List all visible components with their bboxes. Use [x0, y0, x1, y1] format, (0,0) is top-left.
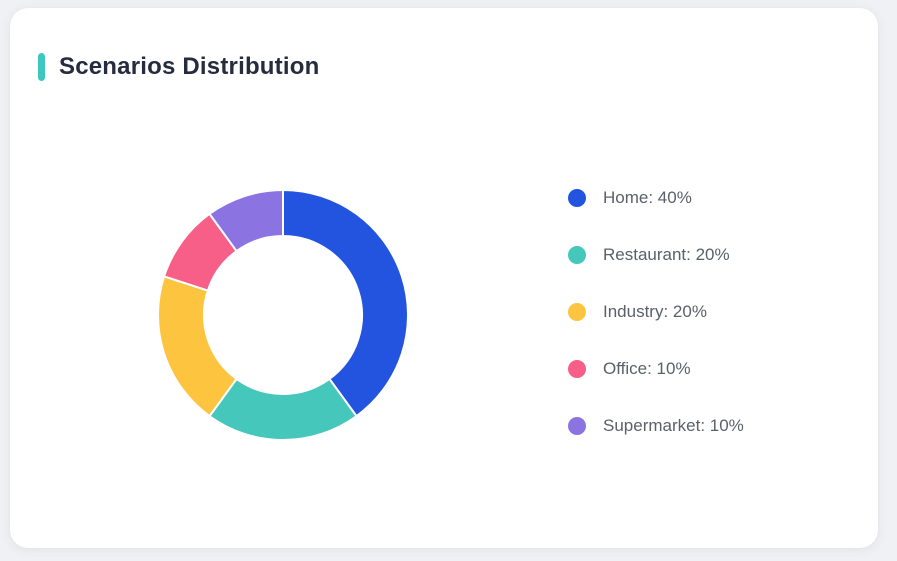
legend-dot-icon	[568, 189, 586, 207]
legend-label: Office: 10%	[603, 359, 691, 378]
card-header: Scenarios Distribution	[38, 53, 319, 81]
chart-legend: Home: 40% Restaurant: 20% Industry: 20% Off…	[568, 186, 744, 471]
title-accent-bar	[38, 53, 45, 81]
legend-label: Restaurant: 20%	[603, 245, 730, 264]
scenarios-distribution-card: Scenarios Distribution Home: 40% Restaura…	[10, 8, 878, 548]
pie-slice-home[interactable]	[282, 189, 409, 418]
legend-item-supermarket[interactable]: Supermarket: 10%	[568, 414, 744, 438]
legend-item-home[interactable]: Home: 40%	[568, 186, 744, 210]
legend-dot-icon	[568, 246, 586, 264]
card-title: Scenarios Distribution	[59, 53, 320, 80]
donut-chart	[157, 189, 409, 441]
legend-label: Home: 40%	[603, 188, 692, 207]
legend-item-restaurant[interactable]: Restaurant: 20%	[568, 243, 744, 267]
legend-dot-icon	[568, 360, 586, 378]
pie-slice-supermarket[interactable]	[208, 189, 284, 253]
pie-slice-industry[interactable]	[157, 275, 238, 418]
legend-dot-icon	[568, 303, 586, 321]
legend-item-office[interactable]: Office: 10%	[568, 357, 744, 381]
pie-slice-restaurant[interactable]	[208, 377, 358, 441]
legend-label: Industry: 20%	[603, 302, 707, 321]
legend-label: Supermarket: 10%	[603, 416, 744, 435]
legend-item-industry[interactable]: Industry: 20%	[568, 300, 744, 324]
legend-dot-icon	[568, 417, 586, 435]
